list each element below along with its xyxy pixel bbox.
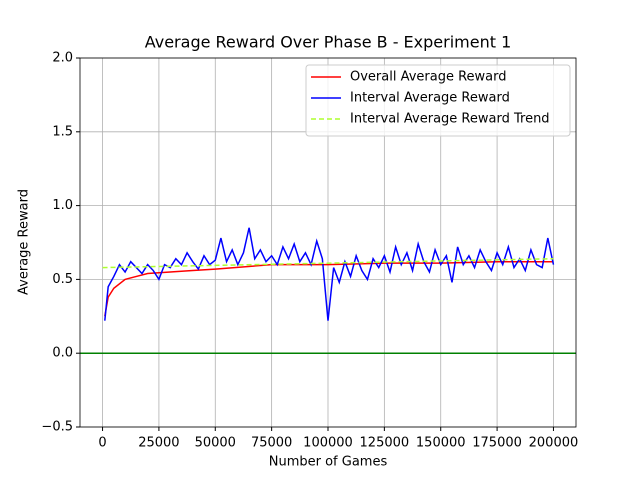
y-tick-label: 1.5 bbox=[52, 124, 73, 139]
y-tick-label: 0.5 bbox=[52, 272, 73, 287]
y-axis-label: Average Reward bbox=[17, 189, 32, 295]
legend-label: Interval Average Reward Trend bbox=[350, 112, 550, 127]
x-tick-label: 150000 bbox=[416, 436, 466, 451]
series-line bbox=[104, 260, 554, 317]
y-tick-label: 0.0 bbox=[52, 346, 73, 361]
x-tick-label: 50000 bbox=[195, 436, 236, 451]
legend-label: Overall Average Reward bbox=[350, 70, 507, 85]
plot-frame bbox=[79, 57, 577, 428]
legend-box bbox=[305, 64, 571, 137]
x-tick-label: 100000 bbox=[303, 436, 353, 451]
y-tick-label: 1.0 bbox=[52, 198, 73, 213]
x-tick-label: 200000 bbox=[529, 436, 579, 451]
series-line bbox=[104, 227, 555, 321]
x-tick-label: 25000 bbox=[138, 436, 179, 451]
legend-label: Interval Average Reward bbox=[350, 91, 510, 106]
x-axis-label: Number of Games bbox=[269, 455, 388, 470]
y-tick-label: −0.5 bbox=[41, 420, 73, 435]
chart-title: Average Reward Over Phase B - Experiment… bbox=[145, 33, 512, 52]
x-tick-label: 125000 bbox=[360, 436, 410, 451]
y-tick-label: 2.0 bbox=[52, 51, 73, 66]
series-line bbox=[102, 257, 554, 269]
x-tick-label: 175000 bbox=[472, 436, 522, 451]
x-tick-label: 0 bbox=[98, 436, 106, 451]
x-tick-label: 75000 bbox=[251, 436, 292, 451]
